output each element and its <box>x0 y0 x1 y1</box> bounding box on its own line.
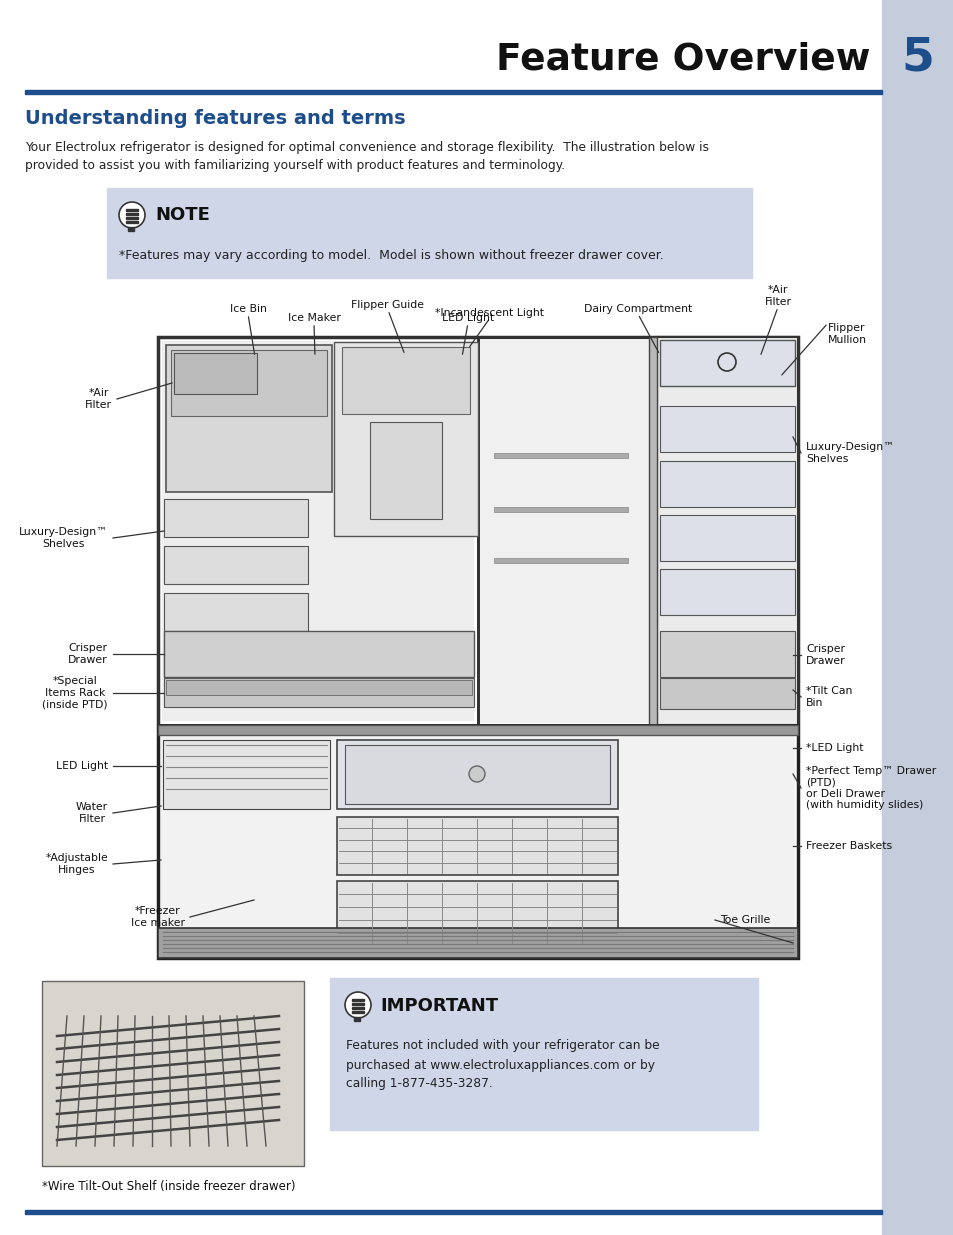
Bar <box>659 678 794 709</box>
Text: Features not included with your refrigerator can be: Features not included with your refriger… <box>346 1040 659 1052</box>
Text: Your Electrolux refrigerator is designed for optimal convenience and storage fle: Your Electrolux refrigerator is designed… <box>25 142 708 154</box>
Bar <box>42 981 304 1166</box>
Bar <box>352 1011 364 1013</box>
Bar <box>166 680 472 695</box>
Text: Flipper Guide: Flipper Guide <box>351 300 424 310</box>
Bar <box>164 638 308 677</box>
Circle shape <box>345 992 371 1018</box>
Text: Understanding features and terms: Understanding features and terms <box>25 109 405 127</box>
Bar <box>25 1210 882 1214</box>
Text: Crisper
Drawer: Crisper Drawer <box>69 643 108 664</box>
Bar <box>494 508 627 513</box>
Bar <box>126 217 138 219</box>
Text: 5: 5 <box>901 36 933 80</box>
Text: *Features may vary according to model.  Model is shown without freezer drawer co: *Features may vary according to model. M… <box>119 248 663 262</box>
Bar <box>352 1007 364 1009</box>
Bar <box>659 631 794 677</box>
Bar <box>158 725 797 735</box>
Text: *LED Light: *LED Light <box>805 743 862 753</box>
Text: Luxury-Design™
Shelves: Luxury-Design™ Shelves <box>805 442 894 464</box>
Bar <box>659 406 794 452</box>
Bar <box>479 338 795 722</box>
Bar <box>158 927 797 958</box>
Bar <box>336 881 618 946</box>
Bar <box>163 740 330 809</box>
Bar <box>126 212 138 215</box>
Bar <box>107 188 751 278</box>
Bar <box>352 999 364 1002</box>
Bar <box>126 209 138 211</box>
Circle shape <box>469 766 484 782</box>
Text: NOTE: NOTE <box>154 206 210 224</box>
Bar <box>161 727 794 955</box>
Bar <box>126 221 138 224</box>
Text: calling 1-877-435-3287.: calling 1-877-435-3287. <box>346 1077 493 1091</box>
Bar <box>336 818 618 876</box>
Bar <box>158 337 477 725</box>
Text: purchased at www.electroluxappliances.com or by: purchased at www.electroluxappliances.co… <box>346 1058 655 1072</box>
Text: LED Light: LED Light <box>441 312 494 324</box>
Bar <box>659 461 794 508</box>
Bar <box>648 337 657 725</box>
Text: *Adjustable
Hinges: *Adjustable Hinges <box>45 853 108 874</box>
Text: Freezer Baskets: Freezer Baskets <box>805 841 891 851</box>
Bar <box>494 453 627 458</box>
Bar <box>352 1003 364 1005</box>
Bar <box>25 90 882 94</box>
Text: provided to assist you with familiarizing yourself with product features and ter: provided to assist you with familiarizin… <box>25 158 564 172</box>
Bar <box>164 499 308 537</box>
Text: *Wire Tilt-Out Shelf (inside freezer drawer): *Wire Tilt-Out Shelf (inside freezer dra… <box>42 1179 295 1193</box>
Text: *Freezer
Ice maker: *Freezer Ice maker <box>131 906 185 927</box>
Bar <box>354 1016 359 1021</box>
Circle shape <box>119 203 145 228</box>
Text: Ice Maker: Ice Maker <box>287 312 340 324</box>
Text: Dairy Compartment: Dairy Compartment <box>583 304 691 314</box>
Bar <box>166 345 332 492</box>
Bar <box>370 422 441 519</box>
Bar <box>158 725 797 958</box>
Text: Crisper
Drawer: Crisper Drawer <box>805 645 844 666</box>
Bar <box>882 0 953 1235</box>
Text: *Air
Filter: *Air Filter <box>85 388 112 410</box>
Text: *Tilt Can
Bin: *Tilt Can Bin <box>805 687 851 708</box>
Text: LED Light: LED Light <box>56 761 108 771</box>
Text: IMPORTANT: IMPORTANT <box>379 997 497 1015</box>
Bar <box>345 745 609 804</box>
Bar <box>659 515 794 561</box>
Text: Luxury-Design™
Shelves: Luxury-Design™ Shelves <box>19 527 108 548</box>
Bar <box>164 593 308 631</box>
Text: *Incandescent Light: *Incandescent Light <box>435 308 544 317</box>
Text: *Special
Items Rack
(inside PTD): *Special Items Rack (inside PTD) <box>42 677 108 710</box>
Bar <box>659 569 794 615</box>
Text: Water
Filter: Water Filter <box>76 803 108 824</box>
Bar <box>336 740 618 809</box>
Bar <box>164 631 474 677</box>
Bar <box>158 337 797 958</box>
Bar <box>128 227 133 231</box>
Bar <box>494 558 627 563</box>
Bar <box>657 337 797 725</box>
Bar <box>164 546 308 584</box>
Text: *Air
Filter: *Air Filter <box>763 285 791 308</box>
Bar <box>477 337 797 725</box>
Bar <box>334 342 477 536</box>
Bar <box>162 341 474 721</box>
Bar <box>330 978 758 1130</box>
Bar <box>659 340 794 387</box>
Text: Ice Bin: Ice Bin <box>230 304 266 314</box>
Text: *Perfect Temp™ Drawer
(PTD)
or Deli Drawer
(with humidity slides): *Perfect Temp™ Drawer (PTD) or Deli Draw… <box>805 766 935 810</box>
Bar <box>164 678 474 706</box>
Text: Flipper
Mullion: Flipper Mullion <box>827 324 866 345</box>
Bar <box>171 350 327 416</box>
Text: Feature Overview: Feature Overview <box>496 42 869 78</box>
Bar <box>341 347 470 414</box>
Text: Toe Grille: Toe Grille <box>720 915 769 925</box>
Bar <box>173 353 256 394</box>
